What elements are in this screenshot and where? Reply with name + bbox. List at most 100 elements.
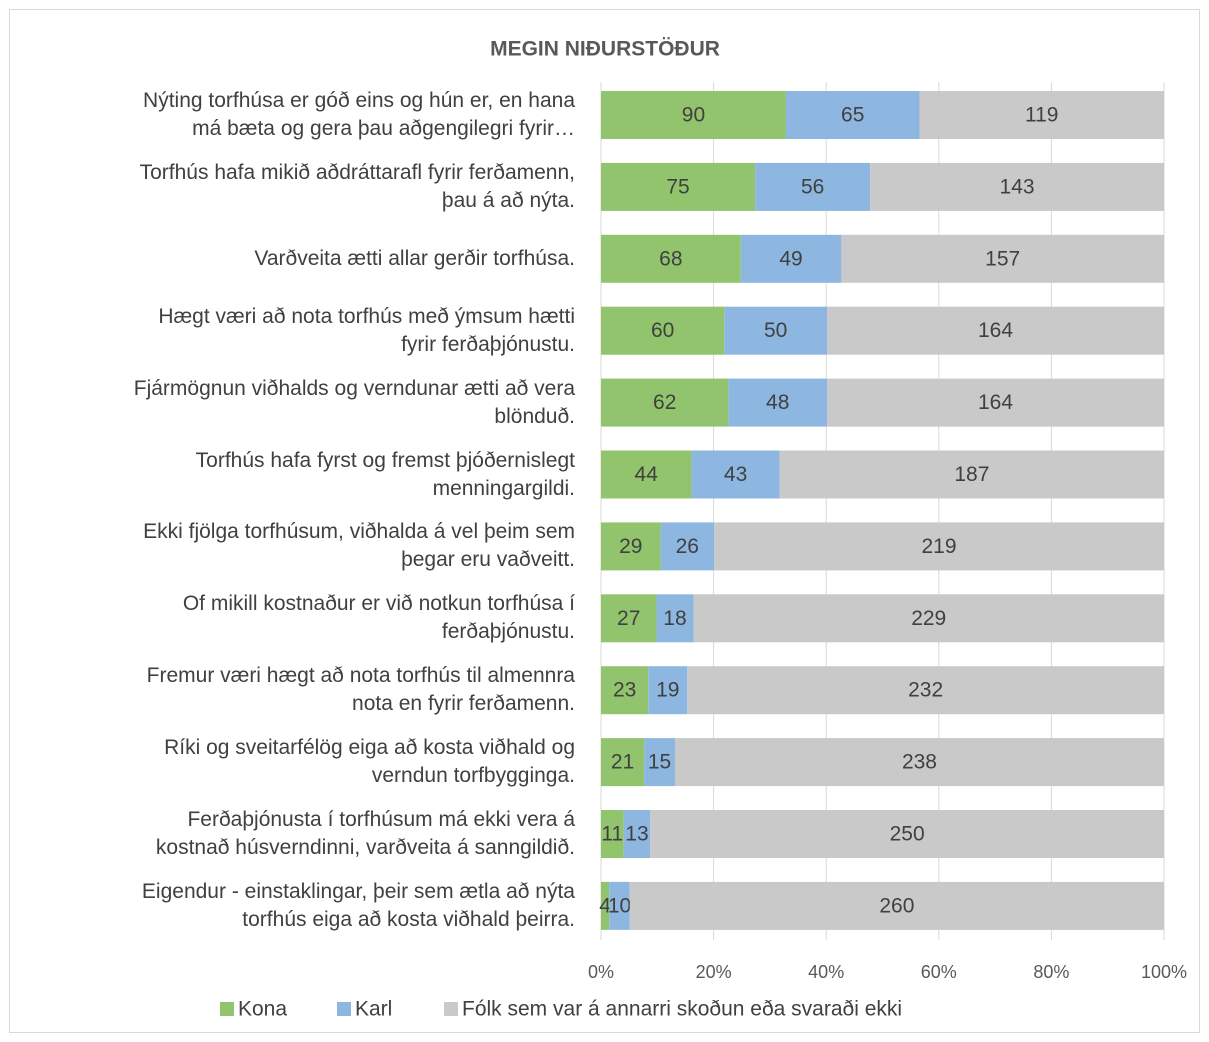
chart-title: MEGIN NIÐURSTÖÐUR (490, 38, 720, 61)
x-tick-label: 20% (696, 962, 732, 982)
data-label: 164 (978, 391, 1013, 414)
bar-segment (660, 522, 715, 571)
category-label: Fremur væri hægt að nota torfhús til alm… (146, 664, 575, 716)
bar-segment (728, 378, 828, 427)
data-label: 29 (619, 535, 642, 558)
bar-segment (601, 378, 729, 427)
category-label: Ríki og sveitarfélög eiga að kosta viðha… (164, 736, 575, 788)
bar-segment (785, 91, 920, 139)
legend-label: Fólk sem var á annarri skoðun eða svarað… (462, 998, 902, 1021)
bar-segment (674, 738, 1164, 787)
x-tick-label: 100% (1141, 962, 1187, 982)
bar-segment (779, 450, 1164, 499)
bar-segment (827, 378, 1164, 427)
legend-label: Karl (355, 998, 392, 1021)
category-label: Of mikill kostnaður er við notkun torfhú… (182, 592, 575, 644)
data-label: 62 (653, 391, 676, 414)
bar-segment (827, 306, 1164, 355)
bar-segment (601, 594, 657, 643)
data-label: 232 (908, 679, 943, 702)
legend-swatch (220, 1002, 234, 1016)
bar-segment (919, 91, 1164, 139)
data-label: 68 (659, 247, 682, 270)
data-label: 26 (676, 535, 699, 558)
x-tick-label: 60% (921, 962, 957, 982)
category-label: Nýting torfhúsa er góð eins og hún er, e… (143, 89, 575, 140)
bar-segment (648, 666, 688, 715)
data-label: 157 (985, 247, 1020, 270)
bar-segment (755, 162, 871, 211)
data-label: 65 (841, 104, 864, 127)
data-label: 260 (879, 894, 914, 917)
bar-segment (687, 666, 1164, 715)
bar-segment (724, 306, 828, 355)
bar-segment (623, 810, 651, 858)
data-label: 11 (601, 823, 623, 846)
bar-segment (714, 522, 1164, 571)
category-label: Torfhús hafa fyrst og fremst þjóðernisle… (195, 448, 575, 500)
data-label: 15 (648, 751, 671, 774)
category-label: Varðveita ætti allar gerðir torfhúsa. (254, 246, 575, 270)
data-label: 43 (724, 463, 747, 486)
bar-segment (601, 91, 786, 139)
bar-segment (601, 738, 645, 787)
bar-segment (601, 162, 756, 211)
data-label: 50 (764, 319, 787, 342)
category-label: Ferðaþjónusta í torfhúsum má ekki vera á… (155, 808, 575, 859)
bar-segment (601, 881, 610, 930)
category-label: Fjármögnun viðhalds og verndunar ætti að… (133, 376, 575, 428)
bar-segment (601, 666, 649, 715)
data-label: 44 (635, 463, 659, 486)
bar-segment (870, 162, 1164, 211)
data-label: 10 (608, 894, 631, 917)
bar-segment (601, 522, 661, 571)
data-label: 18 (663, 607, 686, 630)
data-label: 250 (890, 823, 925, 846)
category-label: Torfhús hafa mikið aðdráttarafl fyrir fe… (139, 160, 575, 212)
legend-label: Kona (238, 998, 287, 1021)
legend-swatch (444, 1002, 458, 1016)
data-label: 13 (625, 823, 648, 846)
data-label: 23 (613, 679, 636, 702)
bar-segment (691, 450, 780, 499)
category-label: Eigendur - einstaklingar, þeir sem ætla … (141, 879, 575, 931)
bar-segment (601, 450, 692, 499)
data-label: 90 (682, 104, 705, 127)
data-label: 60 (651, 319, 674, 342)
data-label: 27 (617, 607, 640, 630)
x-tick-label: 40% (808, 962, 844, 982)
data-label: 48 (766, 391, 789, 414)
data-label: 19 (656, 679, 679, 702)
category-label: Ekki fjölga torfhúsum, viðhalda á vel þe… (143, 520, 575, 572)
category-label: Hægt væri að nota torfhús með ýmsum hætt… (158, 304, 575, 356)
data-label: 4 (599, 894, 611, 917)
bar-segment (740, 234, 842, 283)
bar-segment (601, 810, 624, 858)
bar-segment (609, 881, 630, 930)
data-label: 143 (1000, 175, 1035, 198)
data-label: 56 (801, 175, 824, 198)
bar-segment (841, 234, 1164, 283)
data-label: 75 (666, 175, 689, 198)
data-label: 219 (921, 535, 956, 558)
bar-segment (601, 234, 741, 283)
x-tick-label: 80% (1033, 962, 1069, 982)
x-tick-label: 0% (588, 962, 614, 982)
bar-segment (629, 881, 1164, 930)
bar-segment (693, 594, 1164, 643)
bar-segment (650, 810, 1164, 858)
data-label: 21 (611, 751, 634, 774)
data-label: 119 (1025, 104, 1058, 127)
data-label: 49 (779, 247, 802, 270)
data-label: 229 (911, 607, 946, 630)
bar-segment (644, 738, 675, 787)
data-label: 164 (978, 319, 1013, 342)
bar-segment (601, 306, 725, 355)
frame (9, 9, 1200, 1033)
data-label: 187 (954, 463, 989, 486)
bar-segment (656, 594, 694, 643)
data-label: 238 (902, 751, 937, 774)
legend-swatch (337, 1002, 351, 1016)
